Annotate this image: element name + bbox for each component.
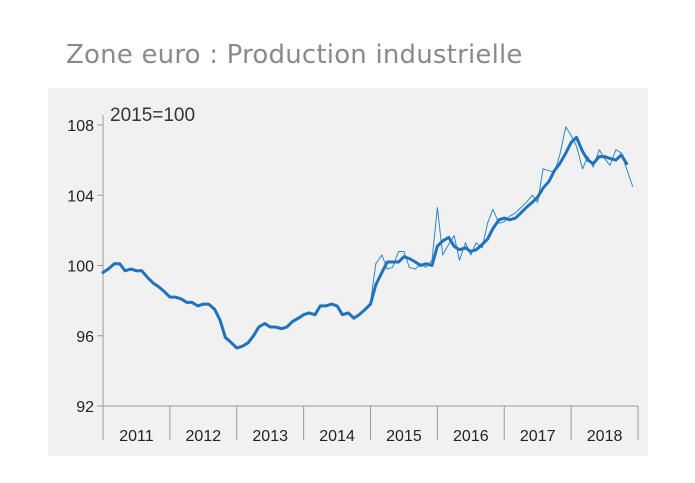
y-tick-label: 104 — [67, 188, 94, 205]
series-line-monthly — [370, 126, 634, 303]
y-tick-label: 92 — [76, 399, 94, 416]
x-tick-label: 2014 — [319, 428, 355, 445]
plot-background — [48, 88, 648, 456]
x-tick-label: 2015 — [386, 428, 422, 445]
chart-title: Zone euro : Production industrielle — [66, 40, 523, 70]
x-tick-label: 2016 — [453, 428, 489, 445]
x-tick-label: 2017 — [520, 428, 556, 445]
y-tick-label: 96 — [76, 329, 94, 346]
x-tick-label: 2011 — [119, 428, 154, 445]
axes — [97, 115, 639, 440]
x-tick-label: 2012 — [186, 428, 222, 445]
base-index-label: 2015=100 — [110, 105, 195, 126]
y-tick-label: 108 — [67, 118, 94, 135]
y-tick-label: 100 — [67, 259, 94, 276]
y-tick-labels: 92 96 100 104 108 — [67, 118, 94, 416]
x-tick-label: 2013 — [252, 428, 288, 445]
x-tick-label: 2018 — [587, 428, 623, 445]
x-tick-labels: 2011 2012 2013 2014 2015 2016 2017 2018 — [119, 428, 622, 445]
series-lines — [101, 126, 634, 350]
series-line-smoothed — [101, 135, 629, 350]
